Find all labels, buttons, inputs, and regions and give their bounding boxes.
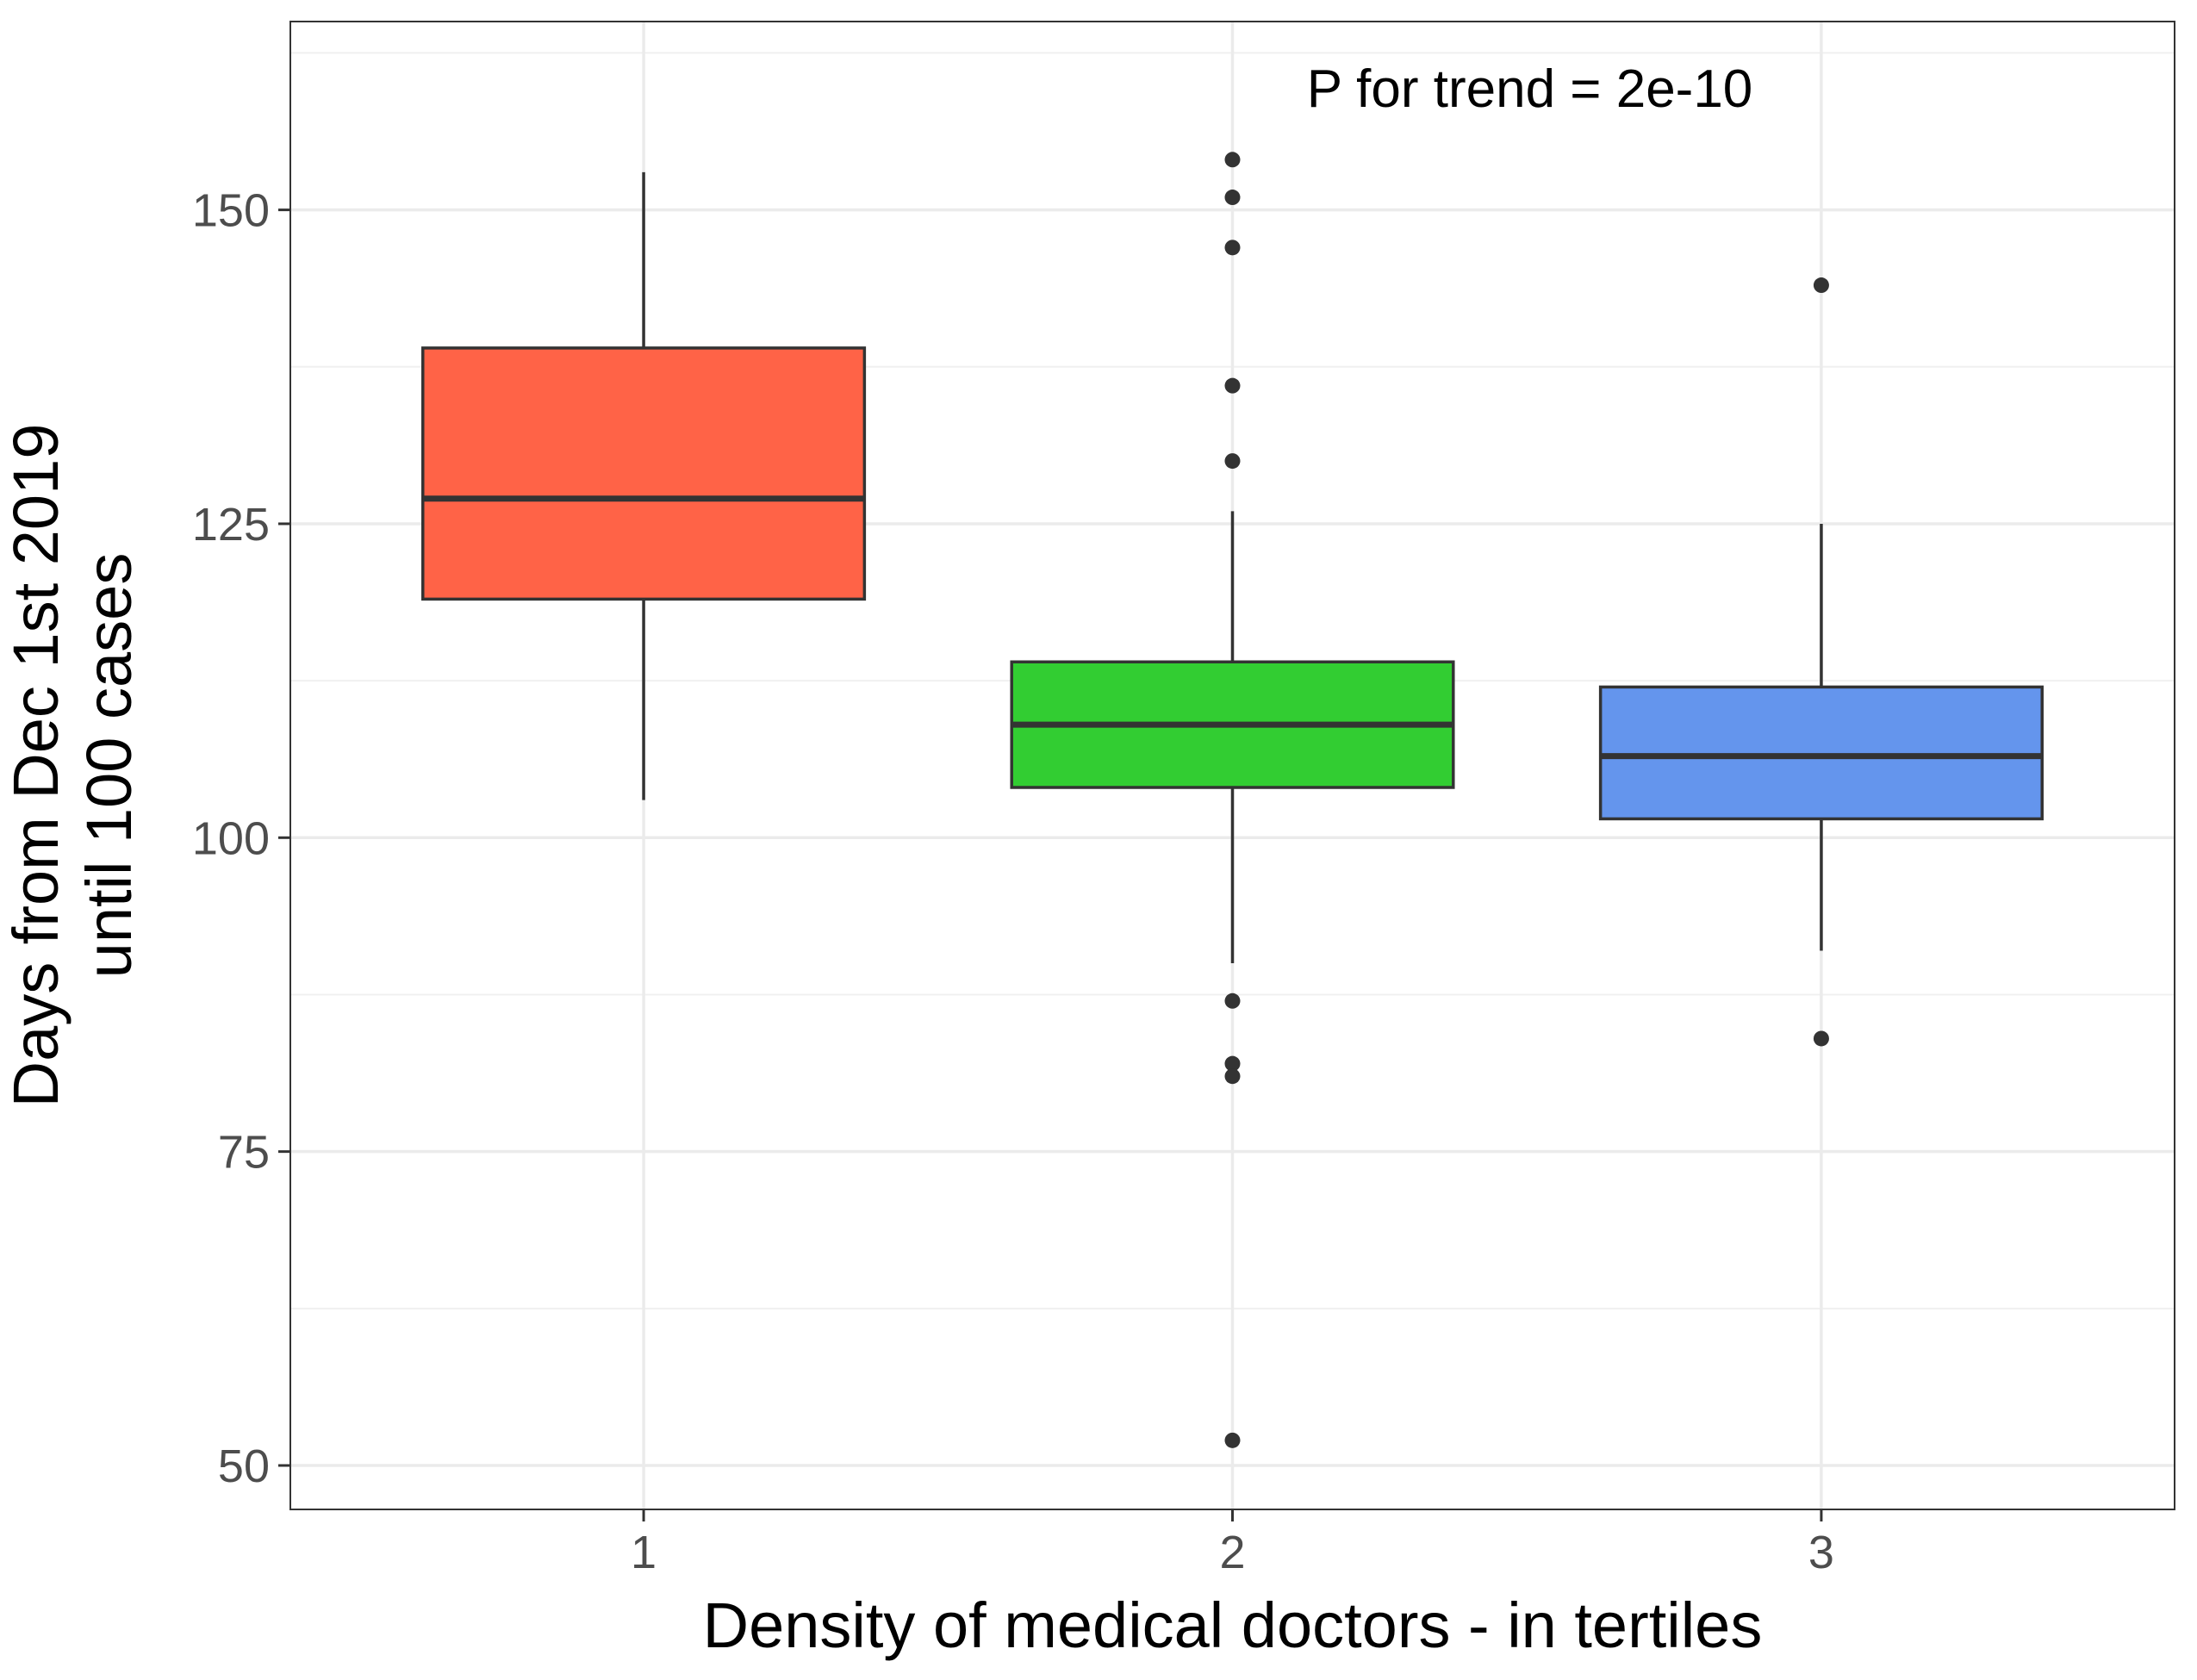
x-axis-title: Density of medical doctors - in tertiles [703,1590,1763,1661]
outlier-point [1224,377,1241,394]
outlier-point [1813,1030,1829,1047]
x-tick-label: 2 [1219,1527,1245,1578]
box-group-1 [421,171,867,800]
y-axis-title: Days from Dec 1st 2019 until 100 cases [0,424,145,1108]
outlier-point [1224,190,1241,206]
y-tick-label: 125 [192,499,270,551]
outlier-point [1224,1055,1241,1072]
outlier-point [1224,992,1241,1009]
y-axis-title-line-2: until 100 cases [73,553,145,979]
x-tick-label: 3 [1808,1527,1834,1578]
outlier-point [1224,152,1241,168]
outlier-point [1224,453,1241,470]
outlier-point [1224,1068,1241,1085]
y-tick-label: 50 [218,1440,270,1492]
boxes [421,152,2044,1448]
trend-annotation: P for trend = 2e-10 [1307,59,1753,119]
y-tick-label: 75 [218,1127,270,1179]
box-group-3 [1598,277,2044,1047]
box-group-2 [1010,152,1455,1448]
y-tick-label: 150 [192,185,270,237]
box [421,346,867,601]
outlier-point [1813,277,1829,294]
box [1598,685,2044,821]
y-axis-title-line-1: Days from Dec 1st 2019 [0,424,72,1108]
axes: 50 75 100 125 150 1 2 3 [192,185,1834,1578]
x-tick-label: 1 [631,1527,657,1578]
outlier-point [1224,1432,1241,1448]
outlier-point [1224,240,1241,256]
y-tick-label: 100 [192,812,270,864]
